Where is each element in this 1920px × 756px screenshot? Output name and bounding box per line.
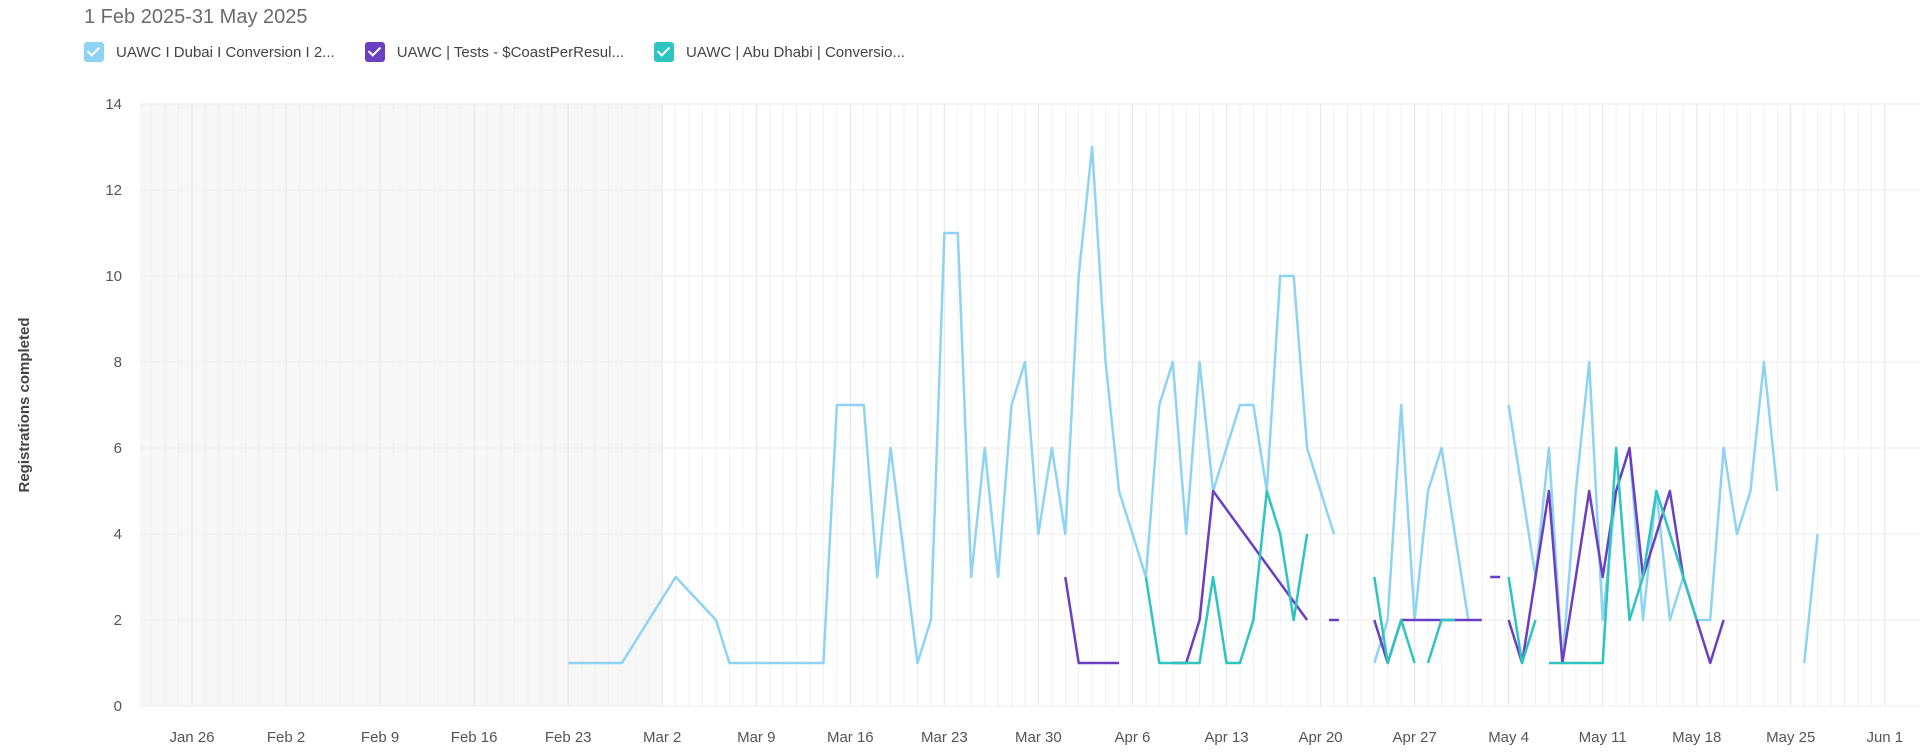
x-tick-label: Mar 30	[1015, 729, 1062, 746]
x-tick-label: May 4	[1488, 729, 1529, 746]
x-tick-label: Jun 1	[1866, 729, 1903, 746]
legend-label: UAWC | Abu Dhabi | Conversio...	[685, 43, 905, 61]
legend-item-dubai[interactable]: UAWC I Dubai I Conversion I 2...	[84, 42, 335, 62]
x-tick-label: Mar 16	[827, 729, 874, 746]
y-tick-label: 6	[114, 440, 122, 457]
y-tick-label: 2	[114, 612, 122, 629]
y-tick-label: 4	[114, 526, 122, 543]
x-tick-label: Mar 23	[921, 729, 968, 746]
x-tick-label: May 18	[1672, 729, 1721, 746]
x-tick-label: Apr 27	[1392, 729, 1436, 746]
x-tick-label: May 11	[1579, 729, 1627, 746]
x-tick-label: Mar 2	[643, 729, 681, 746]
legend-label: UAWC | Tests - $CoastPerResul...	[396, 43, 624, 61]
series-0-line	[1507, 360, 1779, 665]
date-range: 1 Feb 2025-31 May 2025	[84, 6, 308, 28]
series-0-line	[568, 145, 1336, 665]
series-1-line	[1064, 576, 1119, 665]
legend-item-abu-dhabi[interactable]: UAWC | Abu Dhabi | Conversio...	[653, 42, 905, 62]
x-tick-label: Feb 9	[361, 729, 399, 746]
series-2-line	[1548, 446, 1698, 665]
y-tick-label: 8	[114, 354, 122, 371]
x-tick-label: Feb 16	[451, 729, 498, 746]
y-tick-label: 0	[114, 698, 122, 715]
x-tick-label: Feb 23	[545, 729, 592, 746]
series-2-line	[1507, 576, 1537, 665]
legend-item-tests[interactable]: UAWC | Tests - $CoastPerResul...	[364, 42, 624, 62]
checkbox-icon[interactable]	[84, 42, 104, 62]
series-2-line	[1144, 489, 1309, 665]
checkbox-icon[interactable]	[364, 42, 385, 62]
series-2-line	[1426, 618, 1455, 664]
x-tick-label: Apr 13	[1204, 729, 1248, 746]
legend: UAWC I Dubai I Conversion I 2... UAWC | …	[84, 42, 905, 62]
x-tick-label: Mar 9	[737, 729, 775, 746]
x-tick-label: Apr 20	[1298, 729, 1342, 746]
x-tick-label: Jan 26	[169, 729, 214, 746]
x-tick-label: May 25	[1766, 729, 1815, 746]
checkbox-icon[interactable]	[653, 42, 674, 62]
y-tick-label: 10	[105, 268, 122, 285]
x-tick-label: Apr 6	[1115, 729, 1151, 746]
y-axis-label: Registrations completed	[16, 317, 33, 492]
x-tick-label: Feb 2	[267, 729, 305, 746]
y-tick-label: 12	[105, 182, 122, 199]
plot-shade	[140, 104, 663, 706]
series-0-line	[1373, 403, 1470, 664]
series-2-line	[1373, 576, 1416, 665]
legend-label: UAWC I Dubai I Conversion I 2...	[116, 43, 335, 61]
series-0-line	[1802, 533, 1819, 664]
y-tick-label: 14	[105, 96, 122, 113]
